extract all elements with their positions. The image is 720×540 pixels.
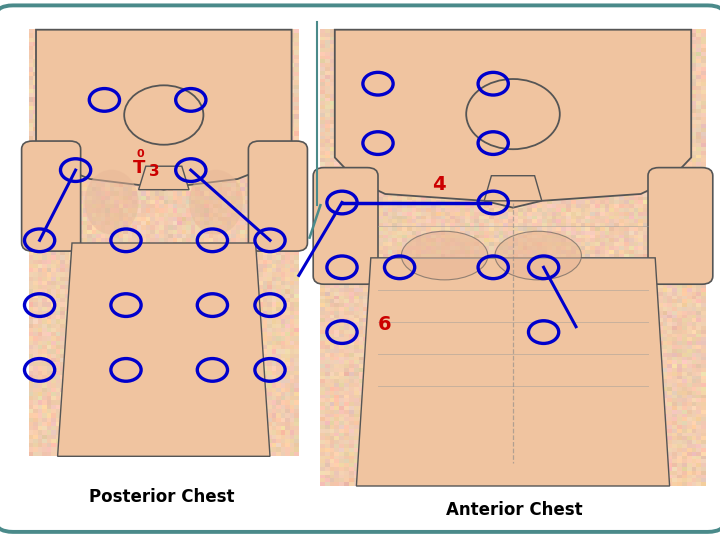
Text: 6: 6 (378, 315, 392, 334)
Text: Posterior Chest: Posterior Chest (89, 488, 235, 506)
FancyBboxPatch shape (0, 5, 720, 532)
FancyBboxPatch shape (248, 141, 307, 251)
Polygon shape (58, 243, 270, 456)
Ellipse shape (85, 170, 138, 234)
Ellipse shape (402, 231, 488, 280)
Circle shape (125, 85, 204, 145)
Ellipse shape (495, 231, 582, 280)
Text: Anterior Chest: Anterior Chest (446, 501, 583, 519)
FancyBboxPatch shape (313, 167, 378, 284)
Ellipse shape (189, 170, 243, 234)
Polygon shape (36, 30, 292, 190)
FancyBboxPatch shape (648, 167, 713, 284)
Text: 3: 3 (149, 164, 160, 179)
Polygon shape (138, 166, 189, 190)
Text: 0: 0 (137, 148, 145, 159)
Text: T: T (133, 159, 145, 178)
Text: 4: 4 (432, 175, 446, 194)
Polygon shape (335, 30, 691, 208)
Polygon shape (356, 258, 670, 486)
Polygon shape (484, 176, 542, 201)
FancyBboxPatch shape (22, 141, 81, 251)
Circle shape (467, 79, 560, 149)
